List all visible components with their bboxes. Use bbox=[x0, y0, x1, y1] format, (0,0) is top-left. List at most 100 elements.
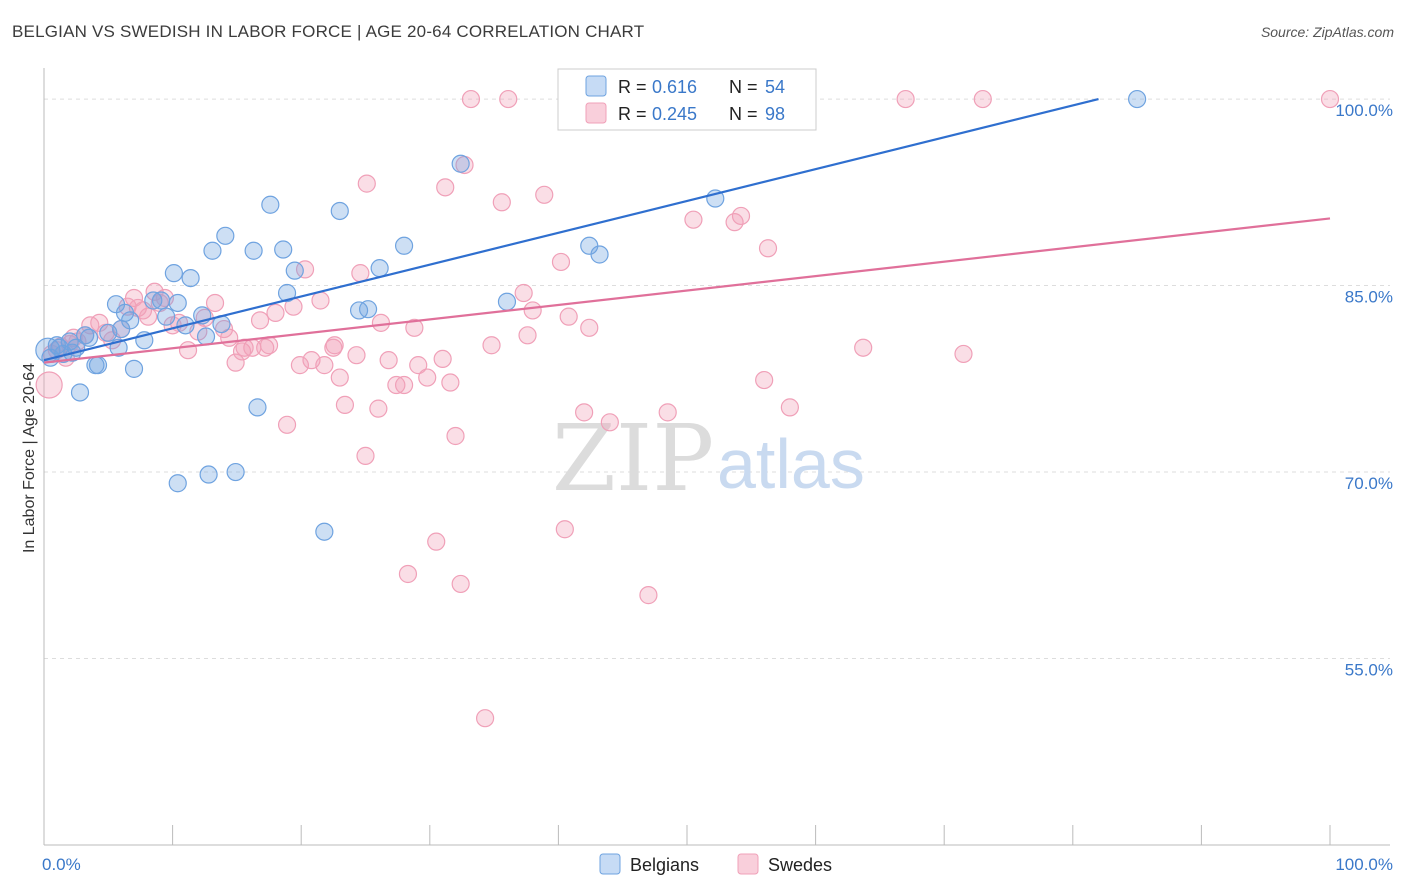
y-tick-label: 85.0% bbox=[1345, 288, 1393, 307]
legend-r-label-belgians: R = bbox=[618, 77, 647, 97]
swedes-point bbox=[418, 368, 437, 387]
swedes-point bbox=[441, 373, 460, 392]
tick-labels: 100.0% 85.0% 70.0% 55.0% 0.0% 100.0% bbox=[42, 101, 1393, 874]
belgians-point bbox=[164, 264, 183, 283]
swedes-point bbox=[1320, 89, 1340, 109]
swedes-point bbox=[357, 174, 376, 193]
watermark: ZIP atlas bbox=[552, 405, 865, 512]
swedes-point bbox=[290, 356, 310, 375]
belgians-point bbox=[244, 241, 263, 260]
swedes-point bbox=[315, 356, 334, 375]
swedes-point bbox=[35, 371, 63, 399]
swedes-point bbox=[259, 336, 279, 355]
watermark-atlas: atlas bbox=[717, 425, 865, 503]
belgians-point bbox=[199, 465, 218, 484]
swedes-point bbox=[433, 349, 452, 369]
swedes-point bbox=[523, 301, 542, 320]
belgians-point bbox=[285, 261, 304, 280]
swedes-point bbox=[658, 403, 677, 422]
swedes-point bbox=[409, 356, 428, 375]
legend-swatch-belgians bbox=[585, 75, 607, 97]
belgians-point bbox=[151, 291, 171, 310]
belgians-point bbox=[88, 356, 108, 375]
bottom-legend-swatch-belgians bbox=[599, 853, 621, 875]
swedes-point bbox=[780, 398, 799, 417]
swedes-point bbox=[178, 341, 198, 360]
trend-lines bbox=[43, 98, 1331, 364]
belgians-point bbox=[261, 195, 280, 214]
belgians-point bbox=[1127, 89, 1147, 109]
belgians-point bbox=[274, 240, 293, 259]
swedes-point bbox=[639, 586, 658, 605]
series-legend: Belgians Swedes bbox=[599, 853, 832, 875]
swedes-trend-line bbox=[43, 217, 1331, 364]
legend-r-swedes: 0.245 bbox=[652, 104, 697, 124]
x-tick-label: 0.0% bbox=[42, 855, 81, 874]
chart-title: BELGIAN VS SWEDISH IN LABOR FORCE | AGE … bbox=[12, 22, 645, 41]
legend-n-label-swedes: N = bbox=[729, 104, 758, 124]
swedes-point bbox=[551, 252, 571, 272]
belgians-point bbox=[196, 327, 216, 346]
legend-r-belgians: 0.616 bbox=[652, 77, 697, 97]
swedes-point bbox=[330, 368, 349, 387]
swedes-point bbox=[461, 89, 481, 109]
swedes-point bbox=[854, 338, 873, 357]
swedes-point bbox=[205, 293, 225, 313]
belgians-point bbox=[157, 307, 176, 326]
x-tick-label: 100.0% bbox=[1335, 855, 1393, 874]
swedes-point bbox=[311, 291, 330, 310]
swedes-point bbox=[427, 532, 446, 551]
belgians-point bbox=[216, 226, 235, 245]
belgians-point bbox=[451, 154, 470, 173]
bottom-legend-belgians: Belgians bbox=[630, 855, 699, 875]
swedes-point bbox=[139, 307, 158, 326]
belgians-point bbox=[124, 359, 144, 378]
swedes-point bbox=[446, 426, 465, 446]
swedes-point bbox=[451, 574, 470, 594]
swedes-point bbox=[580, 318, 599, 337]
belgians-point bbox=[168, 474, 187, 493]
belgians-point bbox=[181, 269, 200, 288]
swedes-point bbox=[379, 351, 398, 370]
bottom-legend-swedes: Swedes bbox=[768, 855, 832, 875]
swedes-point bbox=[973, 89, 992, 109]
y-tick-label: 70.0% bbox=[1345, 474, 1393, 493]
belgians-point bbox=[330, 201, 349, 221]
swedes-point bbox=[347, 346, 366, 365]
chart-source: Source: ZipAtlas.com bbox=[1260, 24, 1394, 40]
swedes-point bbox=[482, 336, 501, 355]
belgians-point bbox=[168, 293, 187, 313]
swedes-point bbox=[335, 395, 355, 415]
y-tick-label: 55.0% bbox=[1345, 661, 1393, 680]
swedes-point bbox=[475, 709, 495, 728]
swedes-point bbox=[351, 264, 370, 283]
swedes-point bbox=[214, 319, 234, 339]
swedes-point bbox=[356, 446, 375, 465]
belgians-point bbox=[144, 291, 163, 310]
belgians-point bbox=[394, 236, 414, 255]
watermark-zip: ZIP bbox=[552, 405, 714, 512]
swedes-point bbox=[226, 353, 245, 372]
swedes-point bbox=[731, 206, 751, 226]
grid-lines bbox=[44, 98, 1390, 660]
swedes-point bbox=[518, 326, 537, 345]
legend-n-swedes: 98 bbox=[765, 104, 785, 124]
belgians-point bbox=[315, 522, 334, 541]
belgians-point bbox=[590, 245, 609, 264]
swedes-point bbox=[398, 564, 418, 584]
swedes-point bbox=[575, 403, 594, 422]
swedes-point bbox=[758, 239, 778, 258]
swedes-point bbox=[896, 89, 915, 109]
swedes-point bbox=[436, 178, 455, 197]
swedes-point bbox=[250, 311, 270, 330]
belgians-point bbox=[277, 283, 297, 303]
belgians-point bbox=[226, 462, 245, 482]
legend-n-label-belgians: N = bbox=[729, 77, 758, 97]
swedes-point bbox=[555, 520, 574, 539]
swedes-point bbox=[124, 288, 144, 308]
swedes-point bbox=[394, 375, 414, 395]
belgians-point bbox=[497, 292, 517, 311]
swedes-point bbox=[325, 336, 344, 355]
swedes-point bbox=[499, 89, 518, 109]
